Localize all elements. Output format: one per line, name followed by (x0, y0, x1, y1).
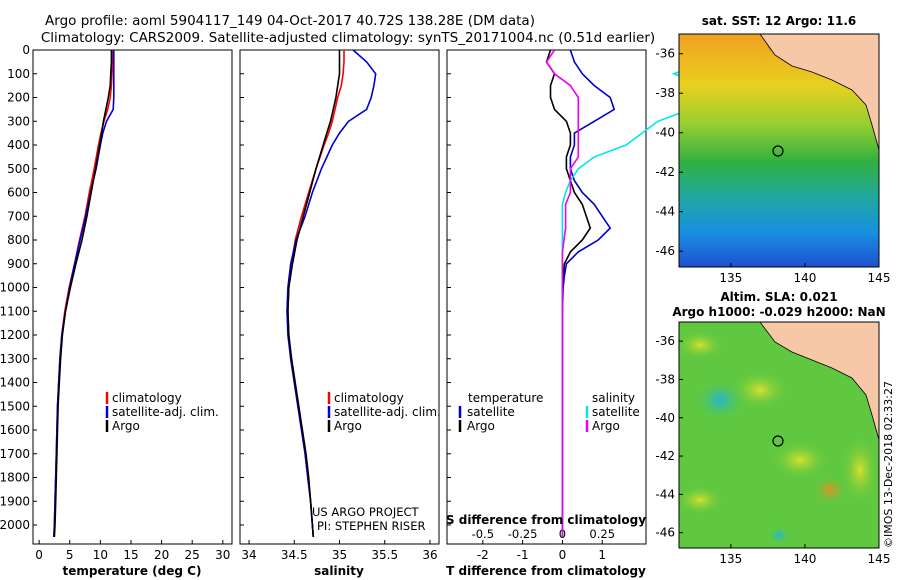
map-ytick-label: -46 (655, 244, 675, 258)
xtick-label: -2 (477, 548, 489, 562)
ytick-label: 1300 (0, 352, 30, 366)
ytick-label: 600 (7, 186, 30, 200)
ytick-label: 2000 (0, 518, 30, 532)
map-xtick-label: 140 (793, 271, 816, 285)
xtick-label: 36 (422, 548, 437, 562)
sst-argo-location (772, 145, 784, 157)
map-ytick-label: -42 (655, 449, 675, 463)
map-ytick-label: -36 (655, 334, 675, 348)
xtick-label: 34 (241, 548, 256, 562)
ytick-label: 1700 (0, 447, 30, 461)
header-line-1: Argo profile: aoml 5904117_149 04-Oct-20… (45, 13, 535, 29)
map-ytick-label: -44 (655, 487, 675, 501)
sst-map-title: sat. SST: 12 Argo: 11.6 (702, 14, 856, 28)
map-xtick-label: 145 (868, 271, 891, 285)
map-ytick-label: -40 (655, 411, 675, 425)
legend-satellite-label: satellite-adj. clim. (334, 405, 441, 419)
series-argo (287, 50, 341, 537)
xtick-top-label: 0.25 (589, 527, 615, 541)
annotation-project: US ARGO PROJECT (312, 505, 420, 519)
sla-map-title-2: Argo h1000: -0.029 h2000: NaN (672, 305, 885, 319)
sst-map: sat. SST: 12 Argo: 11.6 (678, 14, 880, 268)
ytick-label: 1500 (0, 399, 30, 413)
salinity-panel: 34 34.5 35 35.5 36 (239, 49, 440, 562)
map-xtick-label: 140 (793, 552, 816, 566)
ytick-label: 300 (7, 114, 30, 128)
xtick-label: 5 (66, 548, 74, 562)
header-line-2: Climatology: CARS2009. Satellite-adjuste… (41, 30, 655, 46)
sla-map: Altim. SLA: 0.021 Argo h1000: -0.029 h20… (672, 290, 886, 549)
ytick-label: 100 (7, 67, 30, 81)
xtick-label: 20 (154, 548, 169, 562)
difference-panel: -2 -1 0 1-0.5 -0.25 0 0.25 (446, 49, 708, 562)
map-ytick-label: -44 (655, 205, 675, 219)
xtick-label: 30 (215, 548, 230, 562)
legend-salinity-title: salinity (592, 391, 635, 405)
map-ytick-label: -42 (655, 165, 675, 179)
xtick-top-label: -0.25 (508, 527, 538, 541)
map-ytick-label: -40 (655, 126, 675, 140)
temperature-legend: climatology satellite-adj. clim. Argo (105, 391, 219, 433)
legend-climatology-label: climatology (334, 391, 404, 405)
sla-argo-location (772, 435, 784, 447)
ytick-label: 500 (7, 162, 30, 176)
xtick-label: 10 (93, 548, 108, 562)
xtick-label: 35.5 (371, 548, 398, 562)
xtick-label: 25 (185, 548, 200, 562)
map-ytick-label: -38 (655, 372, 675, 386)
legend-s-argo-label: Argo (592, 419, 620, 433)
map-xtick-label: 145 (868, 552, 891, 566)
ytick-label: 900 (7, 257, 30, 271)
map-ytick-label: -36 (655, 47, 675, 61)
xtick-label: 0 (559, 548, 567, 562)
salinity-xlabel: salinity (314, 564, 364, 578)
sla-map-title-1: Altim. SLA: 0.021 (720, 290, 837, 304)
ytick-label: 1900 (0, 494, 30, 508)
series-salinity-argo (545, 49, 580, 537)
xtick-label: 34.5 (281, 548, 308, 562)
ytick-label: 1100 (0, 304, 30, 318)
imos-stamp: ©IMOS 13-Dec-2018 02:33:27 (882, 381, 895, 548)
ytick-label: 700 (7, 209, 30, 223)
ytick-label: 1600 (0, 423, 30, 437)
legend-climatology-label: climatology (112, 391, 182, 405)
legend-t-satellite-label: satellite (467, 405, 515, 419)
xtick-top-label: -0.5 (472, 527, 494, 541)
legend-t-argo-label: Argo (467, 419, 495, 433)
difference-xlabel: T difference from climatology (446, 564, 646, 578)
xtick-label: 1 (598, 548, 606, 562)
xtick-label: 15 (123, 548, 138, 562)
legend-argo-label: Argo (112, 419, 140, 433)
annotation-pi: PI: STEPHEN RISER (317, 519, 426, 533)
xtick-label: -1 (517, 548, 529, 562)
temperature-xlabel: temperature (deg C) (63, 564, 202, 578)
difference-xlabel-top: S difference from climatology (446, 513, 646, 527)
ytick-label: 800 (7, 233, 30, 247)
xtick-label: 0 (35, 548, 43, 562)
temperature-panel: 0100200300400500600700800900100011001200… (0, 43, 233, 562)
xtick-label: 35 (332, 548, 347, 562)
map-xtick-label: 135 (719, 552, 742, 566)
ytick-label: 1800 (0, 471, 30, 485)
salinity-legend: climatology satellite-adj. clim. Argo US… (312, 391, 441, 533)
legend-temperature-title: temperature (468, 391, 543, 405)
series-satellite-adj-clim- (286, 49, 377, 537)
difference-legend: temperature satellite Argo salinity sate… (458, 391, 640, 433)
ytick-label: 200 (7, 91, 30, 105)
map-ytick-label: -46 (655, 526, 675, 540)
ytick-label: 400 (7, 138, 30, 152)
map-xtick-label: 135 (719, 271, 742, 285)
ytick-label: 0 (22, 43, 30, 57)
legend-satellite-label: satellite-adj. clim. (112, 405, 219, 419)
map-ytick-label: -38 (655, 86, 675, 100)
ytick-label: 1200 (0, 328, 30, 342)
series-argo (53, 50, 113, 537)
legend-argo-label: Argo (334, 419, 362, 433)
ytick-label: 1400 (0, 376, 30, 390)
legend-s-satellite-label: satellite (592, 405, 640, 419)
ytick-label: 1000 (0, 281, 30, 295)
